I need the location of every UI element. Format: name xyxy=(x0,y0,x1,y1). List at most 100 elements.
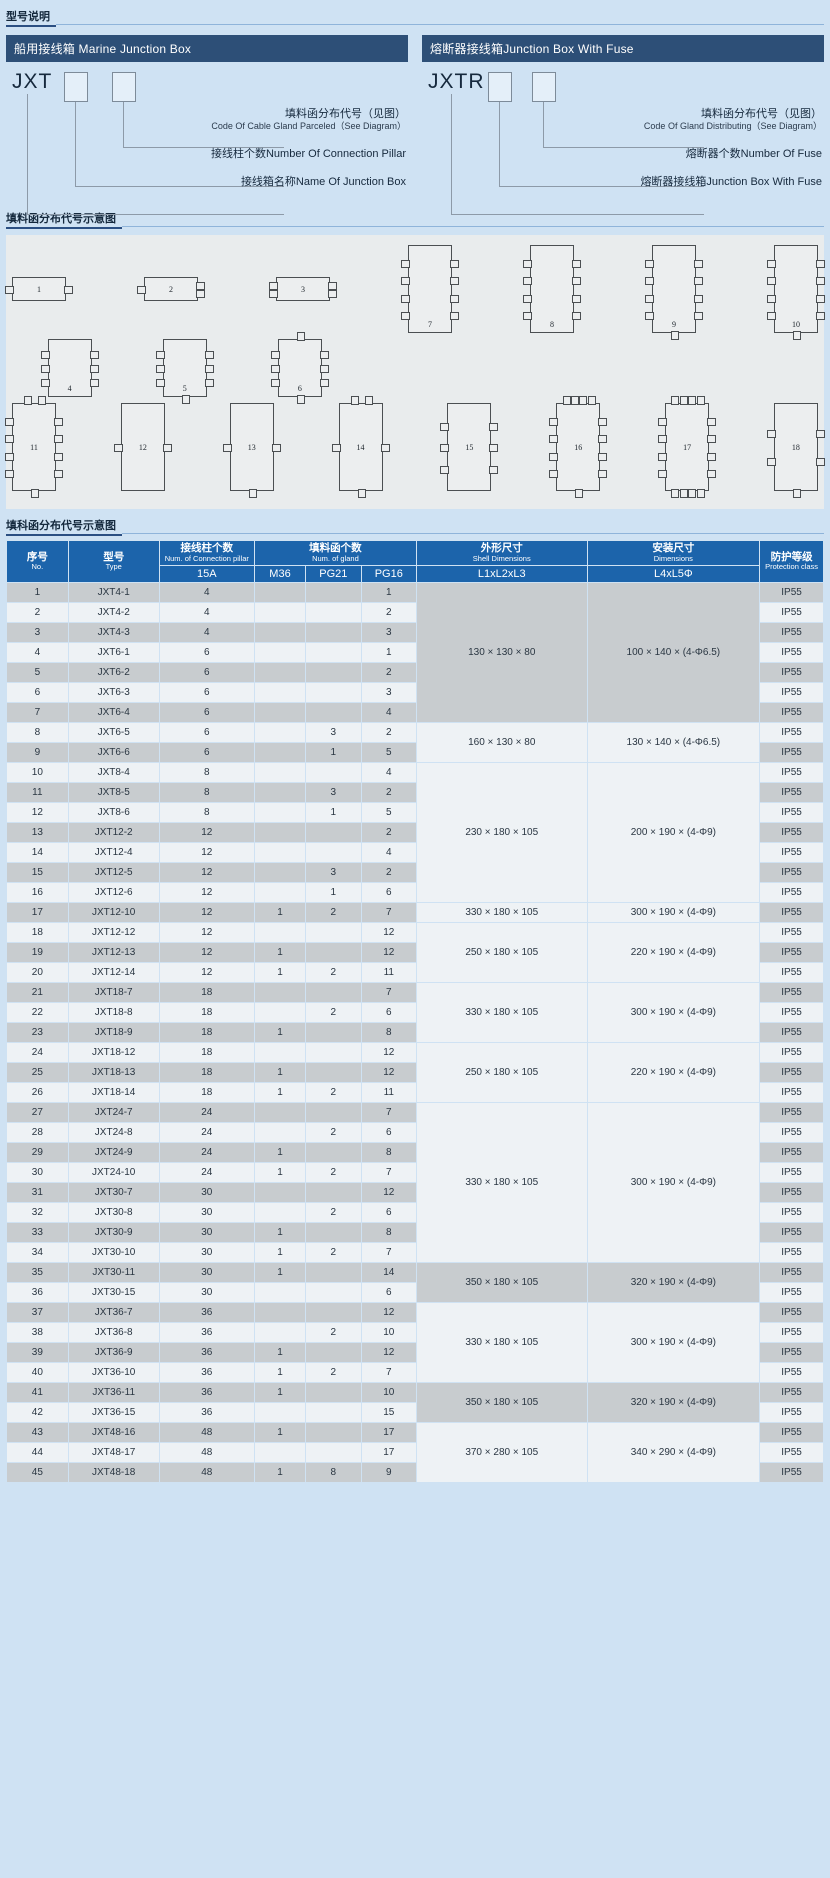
gland-box-label: 12 xyxy=(138,442,147,452)
table-row[interactable]: 42 JXT36-15 36 15 IP55 xyxy=(7,1402,823,1422)
table-row[interactable]: 25 JXT18-13 18 1 12 IP55 xyxy=(7,1062,823,1082)
cell-no: 1 xyxy=(7,582,68,602)
table-row[interactable]: 22 JXT18-8 18 2 6 IP55 xyxy=(7,1002,823,1022)
table-row[interactable]: 30 JXT24-10 24 1 2 7 IP55 xyxy=(7,1162,823,1182)
table-row[interactable]: 41 JXT36-11 36 1 10 350 × 180 × 105 320 × 190 … xyxy=(7,1382,823,1422)
table-row[interactable]: 5 JXT6-2 6 2 IP55 xyxy=(7,662,823,682)
cell-pg16: 17 xyxy=(361,1422,416,1442)
cell-protection-class: IP55 xyxy=(760,602,823,622)
cell-no: 14 xyxy=(7,842,68,862)
table-row[interactable]: 17 JXT12-10 12 1 2 7 330 × 180 × 105 300 × 190 … xyxy=(7,902,823,922)
table-row[interactable]: 16 JXT12-6 12 1 6 IP55 xyxy=(7,882,823,902)
header-sub-shell: L1xL2xL3 xyxy=(416,565,587,582)
table-row[interactable]: 11 JXT8-5 8 3 2 IP55 xyxy=(7,782,823,802)
cell-a15: 36 xyxy=(159,1362,254,1382)
table-row[interactable]: 36 JXT30-15 30 6 IP55 xyxy=(7,1282,823,1302)
table-row[interactable]: 7 JXT6-4 6 4 IP55 xyxy=(7,702,823,722)
cell-pg16: 6 xyxy=(361,1282,416,1302)
table-row[interactable]: 26 JXT18-14 18 1 2 11 IP55 xyxy=(7,1082,823,1102)
gland-stub-t-icon xyxy=(296,332,305,341)
table-row[interactable]: 8 JXT6-5 6 3 2 160 × 130 × 80 130 × 140 × (4-Φ… xyxy=(7,722,823,762)
table-row[interactable]: 3 JXT4-3 4 3 IP55 xyxy=(7,622,823,642)
table-row[interactable]: 44 JXT48-17 48 17 IP55 xyxy=(7,1442,823,1462)
cell-m36 xyxy=(254,842,306,862)
table-row[interactable]: 20 JXT12-14 12 1 2 11 IP55 xyxy=(7,962,823,982)
table-row[interactable]: 45 JXT48-18 48 1 8 9 IP55 xyxy=(7,1462,823,1482)
table-row[interactable]: 14 JXT12-4 12 4 IP55 xyxy=(7,842,823,862)
cell-m36: 1 xyxy=(254,1242,306,1262)
gland-stub-r-icon xyxy=(271,444,281,452)
table-row[interactable]: 19 JXT12-13 12 1 12 IP55 xyxy=(7,942,823,962)
cell-pg16: 5 xyxy=(361,742,416,762)
table-row[interactable]: 37 JXT36-7 36 12 330 × 180 × 105 300 × 190 × … xyxy=(7,1302,823,1382)
gland-box-1: 1 xyxy=(5,277,73,301)
model-right-label-1: 填料函分布代号（见图） Code Of Gland Distributing（S… xyxy=(644,108,822,131)
cell-protection-class: IP55 xyxy=(760,682,823,702)
table-row[interactable]: 43 JXT48-16 48 1 17 370 × 280 × 105 340 × 290 … xyxy=(7,1422,823,1482)
gland-stub-b-icon xyxy=(181,395,190,404)
table-row[interactable]: 18 JXT12-12 12 12 250 × 180 × 105 220 × 190 ×… xyxy=(7,922,823,982)
gland-box-label: 9 xyxy=(672,320,676,329)
gland-stub-r-icon xyxy=(572,311,581,320)
gland-box-3: 3 xyxy=(269,277,337,301)
gland-stub-t-icon xyxy=(350,396,359,405)
cell-a15: 4 xyxy=(159,582,254,602)
gland-stub-b-icon xyxy=(248,489,257,498)
gland-box-label: 5 xyxy=(182,384,187,393)
cell-type: JXT6-5 xyxy=(68,722,159,742)
cell-m36 xyxy=(254,1202,306,1222)
cell-pg16: 17 xyxy=(361,1442,416,1462)
table-row[interactable]: 2 JXT4-2 4 2 IP55 xyxy=(7,602,823,622)
gland-stub-r-icon xyxy=(196,289,205,298)
table-row[interactable]: 32 JXT30-8 30 2 6 IP55 xyxy=(7,1202,823,1222)
table-row[interactable]: 15 JXT12-5 12 3 2 IP55 xyxy=(7,862,823,882)
table-row[interactable]: 38 JXT36-8 36 2 10 IP55 xyxy=(7,1322,823,1342)
gland-stub-l-icon xyxy=(767,260,776,269)
cell-no: 20 xyxy=(7,962,68,982)
table-row[interactable]: 6 JXT6-3 6 3 IP55 xyxy=(7,682,823,702)
cell-type: JXT6-6 xyxy=(68,742,159,762)
table-row[interactable]: 33 JXT30-9 30 1 8 IP55 xyxy=(7,1222,823,1242)
table-row[interactable]: 13 JXT12-2 12 2 IP55 xyxy=(7,822,823,842)
header-sub-m36: M36 xyxy=(254,565,306,582)
cell-pg21 xyxy=(306,1342,361,1362)
cell-protection-class: IP55 xyxy=(760,822,823,842)
cell-a15: 12 xyxy=(159,822,254,842)
cell-a15: 18 xyxy=(159,1062,254,1082)
table-row[interactable]: 1 JXT4-1 4 1 130 × 130 × 80 100 × 140 × (4-Φ6… xyxy=(7,582,823,722)
table-row[interactable]: 10 JXT8-4 8 4 230 × 180 × 105 200 × 190 × (4-… xyxy=(7,762,823,902)
gland-stub-l-icon xyxy=(5,452,14,461)
cell-mounting-dimensions: 220 × 190 × (4-Φ9) xyxy=(587,1042,760,1102)
cell-protection-class: IP55 xyxy=(760,942,823,962)
cell-protection-class: IP55 xyxy=(760,642,823,662)
gland-diagram-item-4: 4 xyxy=(12,339,127,397)
table-row[interactable]: 27 JXT24-7 24 7 330 × 180 × 105 300 × 190 × (… xyxy=(7,1102,823,1262)
table-row[interactable]: 24 JXT18-12 18 12 250 × 180 × 105 220 × 190 ×… xyxy=(7,1042,823,1102)
table-row[interactable]: 12 JXT8-6 8 1 5 IP55 xyxy=(7,802,823,822)
cell-pg16: 1 xyxy=(361,642,416,662)
table-row[interactable]: 29 JXT24-9 24 1 8 IP55 xyxy=(7,1142,823,1162)
gland-box-label: 18 xyxy=(791,442,800,452)
table-row[interactable]: 31 JXT30-7 30 12 IP55 xyxy=(7,1182,823,1202)
table-row[interactable]: 39 JXT36-9 36 1 12 IP55 xyxy=(7,1342,823,1362)
gland-diagram-item-8: 8 xyxy=(523,245,581,333)
table-row[interactable]: 4 JXT6-1 6 1 IP55 xyxy=(7,642,823,662)
model-right-leader-1 xyxy=(543,102,704,148)
header-no: 序号 No. xyxy=(7,541,68,582)
gland-stub-l-icon xyxy=(401,311,410,320)
header-shell: 外形尺寸 Shell Dimensions xyxy=(416,541,587,565)
cell-type: JXT36-10 xyxy=(68,1362,159,1382)
table-row[interactable]: 23 JXT18-9 18 1 8 IP55 xyxy=(7,1022,823,1042)
table-row[interactable]: 21 JXT18-7 18 7 330 × 180 × 105 300 × 190 × (… xyxy=(7,982,823,1042)
table-header-row-2: 15A M36 PG21 PG16 L1xL2xL3 L4xL5Φ xyxy=(7,565,823,582)
gland-stub-t-icon xyxy=(587,396,596,405)
table-row[interactable]: 9 JXT6-6 6 1 5 IP55 xyxy=(7,742,823,762)
section-title-rule xyxy=(56,24,824,25)
table-row[interactable]: 35 JXT30-11 30 1 14 350 × 180 × 105 320 × 190 … xyxy=(7,1262,823,1302)
table-row[interactable]: 34 JXT30-10 30 1 2 7 IP55 xyxy=(7,1242,823,1262)
cell-shell-dimensions: 230 × 180 × 105 xyxy=(416,762,587,902)
table-row[interactable]: 40 JXT36-10 36 1 2 7 IP55 xyxy=(7,1362,823,1382)
table-row[interactable]: 28 JXT24-8 24 2 6 IP55 xyxy=(7,1122,823,1142)
cell-a15: 18 xyxy=(159,1022,254,1042)
cell-pg16: 12 xyxy=(361,1302,416,1322)
